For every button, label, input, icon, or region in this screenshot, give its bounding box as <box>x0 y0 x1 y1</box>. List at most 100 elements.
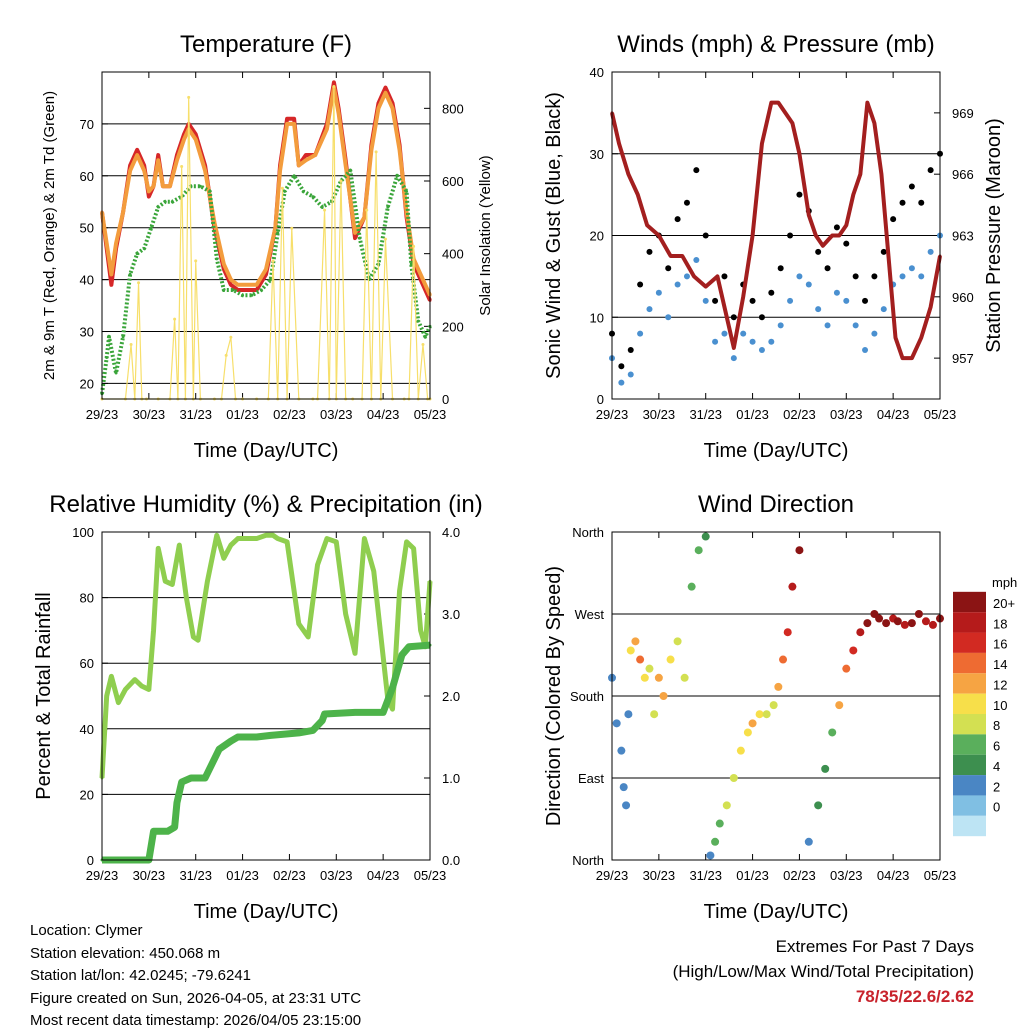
data-point <box>362 215 366 219</box>
x-tick-label: 29/23 <box>86 868 119 883</box>
data-point <box>236 288 240 292</box>
data-point <box>858 172 862 176</box>
data-point <box>844 223 848 227</box>
direction-point <box>631 637 640 646</box>
colorbar-label: 8 <box>993 718 1000 733</box>
data-point <box>152 829 156 833</box>
y-tick-label: 70 <box>80 117 94 132</box>
data-point <box>278 169 282 173</box>
series-relative-humidity <box>99 532 433 780</box>
data-point <box>142 169 146 173</box>
data-point <box>618 379 625 386</box>
x-tick-label: 04/23 <box>877 868 910 883</box>
data-point <box>409 262 413 266</box>
x-tick-label: 01/23 <box>736 407 769 422</box>
direction-point <box>711 837 720 846</box>
data-point <box>250 293 254 297</box>
direction-point <box>612 719 621 728</box>
data-point <box>339 179 343 183</box>
data-point <box>674 281 681 288</box>
data-point <box>175 801 179 805</box>
direction-point <box>650 710 659 719</box>
data-point <box>751 234 755 237</box>
data-point <box>758 314 765 321</box>
data-point <box>386 205 390 209</box>
data-point <box>405 189 409 193</box>
data-point <box>198 184 202 188</box>
data-point <box>280 186 284 190</box>
x-axis-label: Time (Day/UTC) <box>704 901 849 923</box>
data-point <box>191 635 195 639</box>
x-axis-label: Time (Day/UTC) <box>194 440 339 462</box>
colorbar: mph 20+ 18 16 14 12 10 8 6 4 2 0 <box>953 575 1017 837</box>
data-point <box>815 248 822 255</box>
data-point <box>821 244 825 248</box>
data-point <box>285 117 289 121</box>
direction-point <box>849 646 858 655</box>
x-tick-label: 04/23 <box>367 868 400 883</box>
data-point <box>783 111 787 115</box>
data-point <box>725 315 729 319</box>
series-solar-insolation <box>100 85 432 401</box>
data-point <box>862 297 869 304</box>
series-wind <box>609 232 943 386</box>
x-tick-label: 03/23 <box>320 868 353 883</box>
plot-frame <box>101 531 431 861</box>
data-point <box>311 728 315 732</box>
x-tick-label: 02/23 <box>783 407 816 422</box>
data-point <box>156 546 160 550</box>
direction-point <box>680 673 689 682</box>
colorbar-title: mph <box>992 575 1017 590</box>
direction-point <box>645 664 654 673</box>
colorbar-label: 0 <box>993 800 1000 815</box>
data-point <box>116 701 120 705</box>
y-axis-label: Sonic Wind & Gust (Blue, Black) <box>543 92 565 379</box>
data-point <box>259 288 263 292</box>
colorbar-label: 10 <box>993 698 1007 713</box>
x-tick-label: 30/23 <box>133 868 166 883</box>
data-point <box>871 330 878 337</box>
data-point <box>712 338 719 345</box>
data-point <box>412 546 416 550</box>
direction-point <box>729 774 738 782</box>
data-point <box>255 537 259 541</box>
data-point <box>395 174 399 178</box>
y-tick-label: 60 <box>80 169 94 184</box>
series-line <box>610 100 942 361</box>
data-point <box>830 234 834 237</box>
data-point <box>271 259 275 263</box>
y-axis-label: 2m & 9m T (Red, Orange) & 2m Td (Green) <box>41 91 58 380</box>
data-point <box>290 226 294 230</box>
data-point <box>702 232 709 239</box>
y-tick-label: 20 <box>590 229 604 244</box>
data-point <box>168 184 172 188</box>
data-point <box>128 272 132 276</box>
data-point <box>229 278 233 282</box>
x-tick-label: 31/23 <box>689 407 722 422</box>
y-right-tick-label: 800 <box>442 101 464 116</box>
data-point <box>306 635 310 639</box>
data-point <box>194 259 198 263</box>
data-point <box>637 330 644 337</box>
data-point <box>740 330 747 337</box>
extremes-value: 78/35/22.6/2.62 <box>855 987 974 1006</box>
y-tick-label: 40 <box>80 722 94 737</box>
data-point <box>255 283 259 287</box>
data-point <box>852 322 859 329</box>
data-point <box>715 274 719 278</box>
x-tick-label: 03/23 <box>830 868 863 883</box>
data-point <box>285 540 289 544</box>
x-tick-label: 02/23 <box>783 868 816 883</box>
data-point <box>114 241 118 245</box>
data-point <box>276 537 280 541</box>
data-point <box>175 158 179 162</box>
y-tick-label: West <box>575 607 605 622</box>
data-point <box>929 305 933 309</box>
data-point <box>142 246 146 250</box>
y-tick-label: 30 <box>80 325 94 340</box>
data-point <box>391 707 395 711</box>
chart-panel-1: 20 30 40 50 60 70 0 200 400 600 800 29/23 30/23 31/23… <box>41 31 494 462</box>
data-point <box>311 195 315 199</box>
data-point <box>196 638 200 642</box>
data-point <box>721 330 728 337</box>
